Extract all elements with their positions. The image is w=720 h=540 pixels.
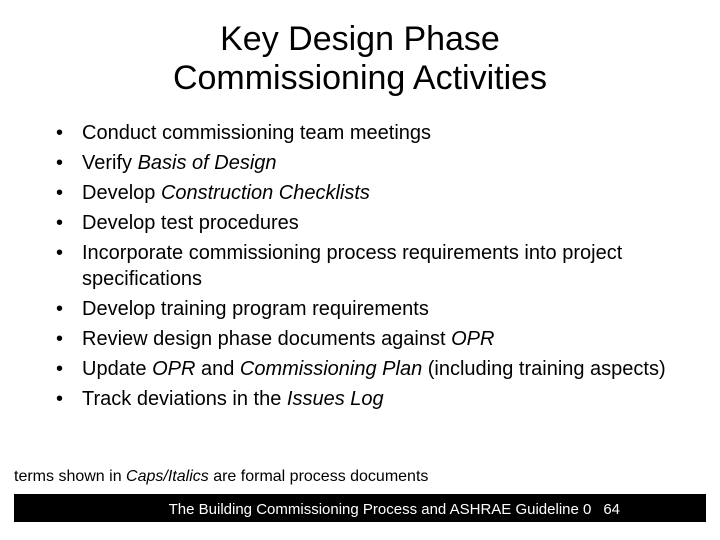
text-segment: terms shown in [14,468,126,485]
slide-title: Key Design Phase Commissioning Activitie… [30,20,690,98]
text-segment: Review design phase documents against [82,328,451,350]
bullet-item: Verify Basis of Design [66,150,690,176]
bullet-item: Develop training program requirements [66,296,690,322]
footnote: terms shown in Caps/Italics are formal p… [14,468,428,486]
bullet-item: Review design phase documents against OP… [66,326,690,352]
bullet-item: Develop Construction Checklists [66,180,690,206]
slide: Key Design Phase Commissioning Activitie… [0,0,720,540]
text-segment: Develop [82,182,161,204]
text-segment: and [195,358,239,380]
bullet-item: Update OPR and Commissioning Plan (inclu… [66,356,690,382]
text-segment: Update [82,358,152,380]
bullet-item: Track deviations in the Issues Log [66,386,690,412]
text-segment: OPR [152,358,195,380]
bullet-item: Conduct commissioning team meetings [66,120,690,146]
footer-page-number: 64 [603,501,620,518]
text-segment: Develop test procedures [82,212,299,234]
title-line-2: Commissioning Activities [173,59,547,97]
text-segment: Track deviations in the [82,388,287,410]
text-segment: Verify [82,152,138,174]
text-segment: Construction Checklists [161,182,370,204]
bullet-list: Conduct commissioning team meetings Verif… [30,120,690,412]
text-segment: are formal process documents [209,468,429,485]
text-segment: OPR [451,328,494,350]
bullet-item: Develop test procedures [66,210,690,236]
text-segment: Incorporate commissioning process requir… [82,242,622,290]
text-segment: Issues Log [287,388,384,410]
title-line-1: Key Design Phase [220,20,500,58]
text-segment: (including training aspects) [422,358,665,380]
text-segment: Commissioning Plan [240,358,422,380]
text-segment: Conduct commissioning team meetings [82,122,431,144]
text-segment: Basis of Design [138,152,277,174]
text-segment: Caps/Italics [126,468,209,485]
bullet-item: Incorporate commissioning process requir… [66,240,690,292]
text-segment: Develop training program requirements [82,298,429,320]
